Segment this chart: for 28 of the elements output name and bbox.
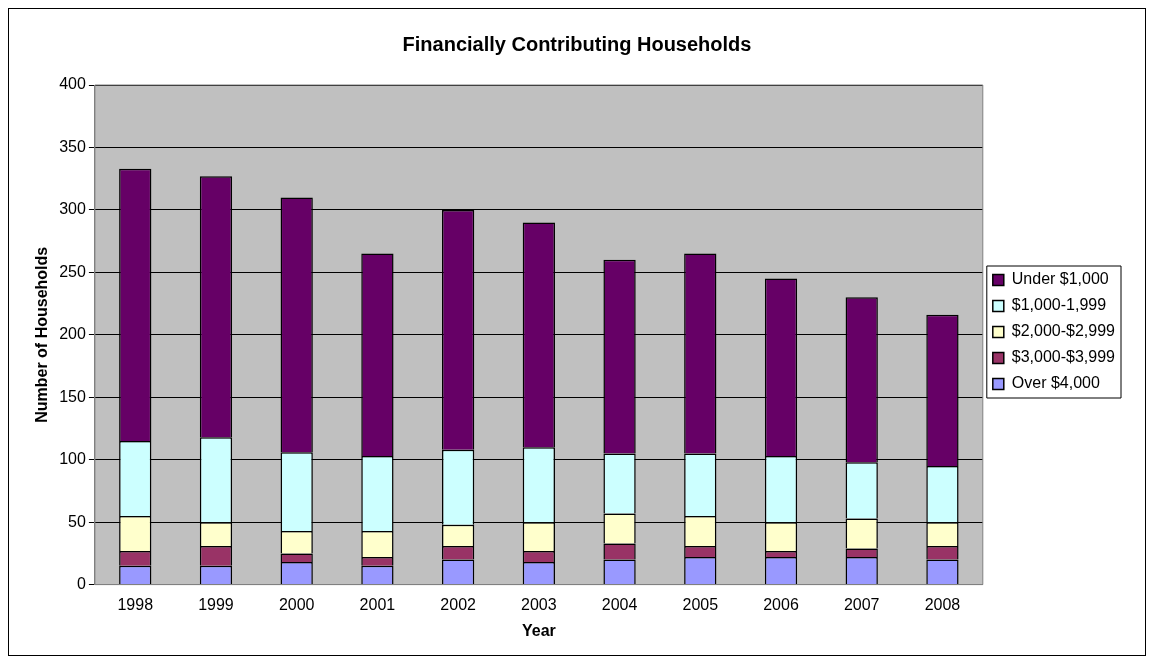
x-tick-label: 2008 — [924, 595, 961, 613]
y-tick-label: 50 — [68, 512, 86, 530]
y-tick-label: 400 — [59, 75, 86, 93]
legend-label: $2,000-$2,999 — [1011, 322, 1116, 340]
legend-label: Under $1,000 — [1011, 270, 1109, 288]
legend-label: Over $4,000 — [1011, 374, 1100, 392]
y-tick-label: 0 — [76, 575, 86, 593]
x-tick-label: 1998 — [117, 595, 154, 613]
chart-title: Financially Contributing Households — [402, 32, 752, 55]
x-tick-label: 2005 — [682, 595, 719, 613]
x-tick-label: 2000 — [278, 595, 315, 613]
y-tick-label: 300 — [59, 200, 86, 218]
x-tick-label: 2001 — [359, 595, 396, 613]
x-tick-label: 2002 — [440, 595, 477, 613]
legend-label: $1,000-1,999 — [1011, 296, 1107, 314]
legend-label: $3,000-$3,999 — [1011, 348, 1116, 366]
x-tick-label: 2006 — [763, 595, 799, 613]
y-tick-label: 100 — [59, 450, 86, 468]
y-tick-label: 200 — [59, 325, 86, 343]
x-axis-title: Year — [521, 621, 556, 639]
y-axis-title: Number of Households — [33, 246, 51, 423]
y-tick-label: 350 — [59, 137, 86, 155]
y-tick-label: 250 — [59, 262, 86, 280]
x-tick-label: 1999 — [198, 595, 234, 613]
x-tick-label: 2004 — [601, 595, 638, 613]
x-tick-label: 2007 — [843, 595, 880, 613]
x-tick-label: 2003 — [521, 595, 557, 613]
y-tick-label: 150 — [59, 387, 86, 405]
